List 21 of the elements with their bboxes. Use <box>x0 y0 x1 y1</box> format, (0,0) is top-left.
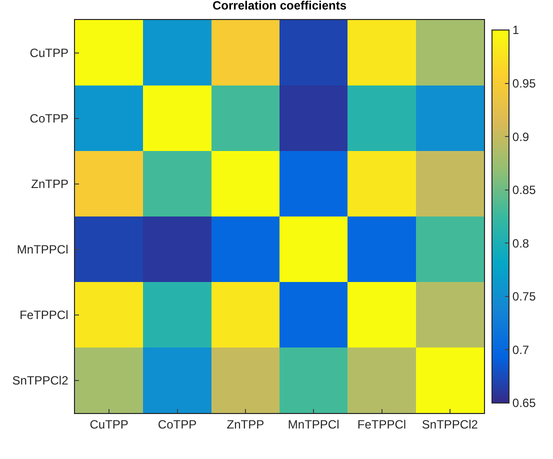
color-bar-label: 0.9 <box>512 130 530 144</box>
color-bar-label: 0.8 <box>512 236 530 250</box>
y-tick-label: FeTPPCl <box>20 308 72 322</box>
chart-title: Correlation coefficients <box>212 0 347 12</box>
color-bar-label: 0.95 <box>512 76 536 90</box>
color-bar-label: 0.85 <box>512 183 536 198</box>
x-tick-label: CuTPP <box>90 417 128 432</box>
x-tick-label: FeTPPCl <box>357 417 406 432</box>
color-bar-label: 0.7 <box>512 342 530 357</box>
x-tick-label: MnTPPCl <box>288 417 340 432</box>
color-bar-label: 0.75 <box>512 290 536 304</box>
x-tick-label: CoTPP <box>158 417 197 432</box>
y-tick-label: ZnTPP <box>31 176 72 191</box>
x-tick-label: SnTPPCl2 <box>422 417 478 432</box>
color-bar-label: 1 <box>512 23 520 38</box>
x-tick-label: ZnTPP <box>226 417 264 432</box>
y-tick-label: SnTPPCl2 <box>12 373 72 388</box>
y-tick-label: CuTPP <box>30 46 72 60</box>
y-tick-label: CoTPP <box>30 111 72 126</box>
color-bar-label: 0.65 <box>512 396 536 410</box>
y-tick-label: MnTPPCl <box>16 242 72 256</box>
